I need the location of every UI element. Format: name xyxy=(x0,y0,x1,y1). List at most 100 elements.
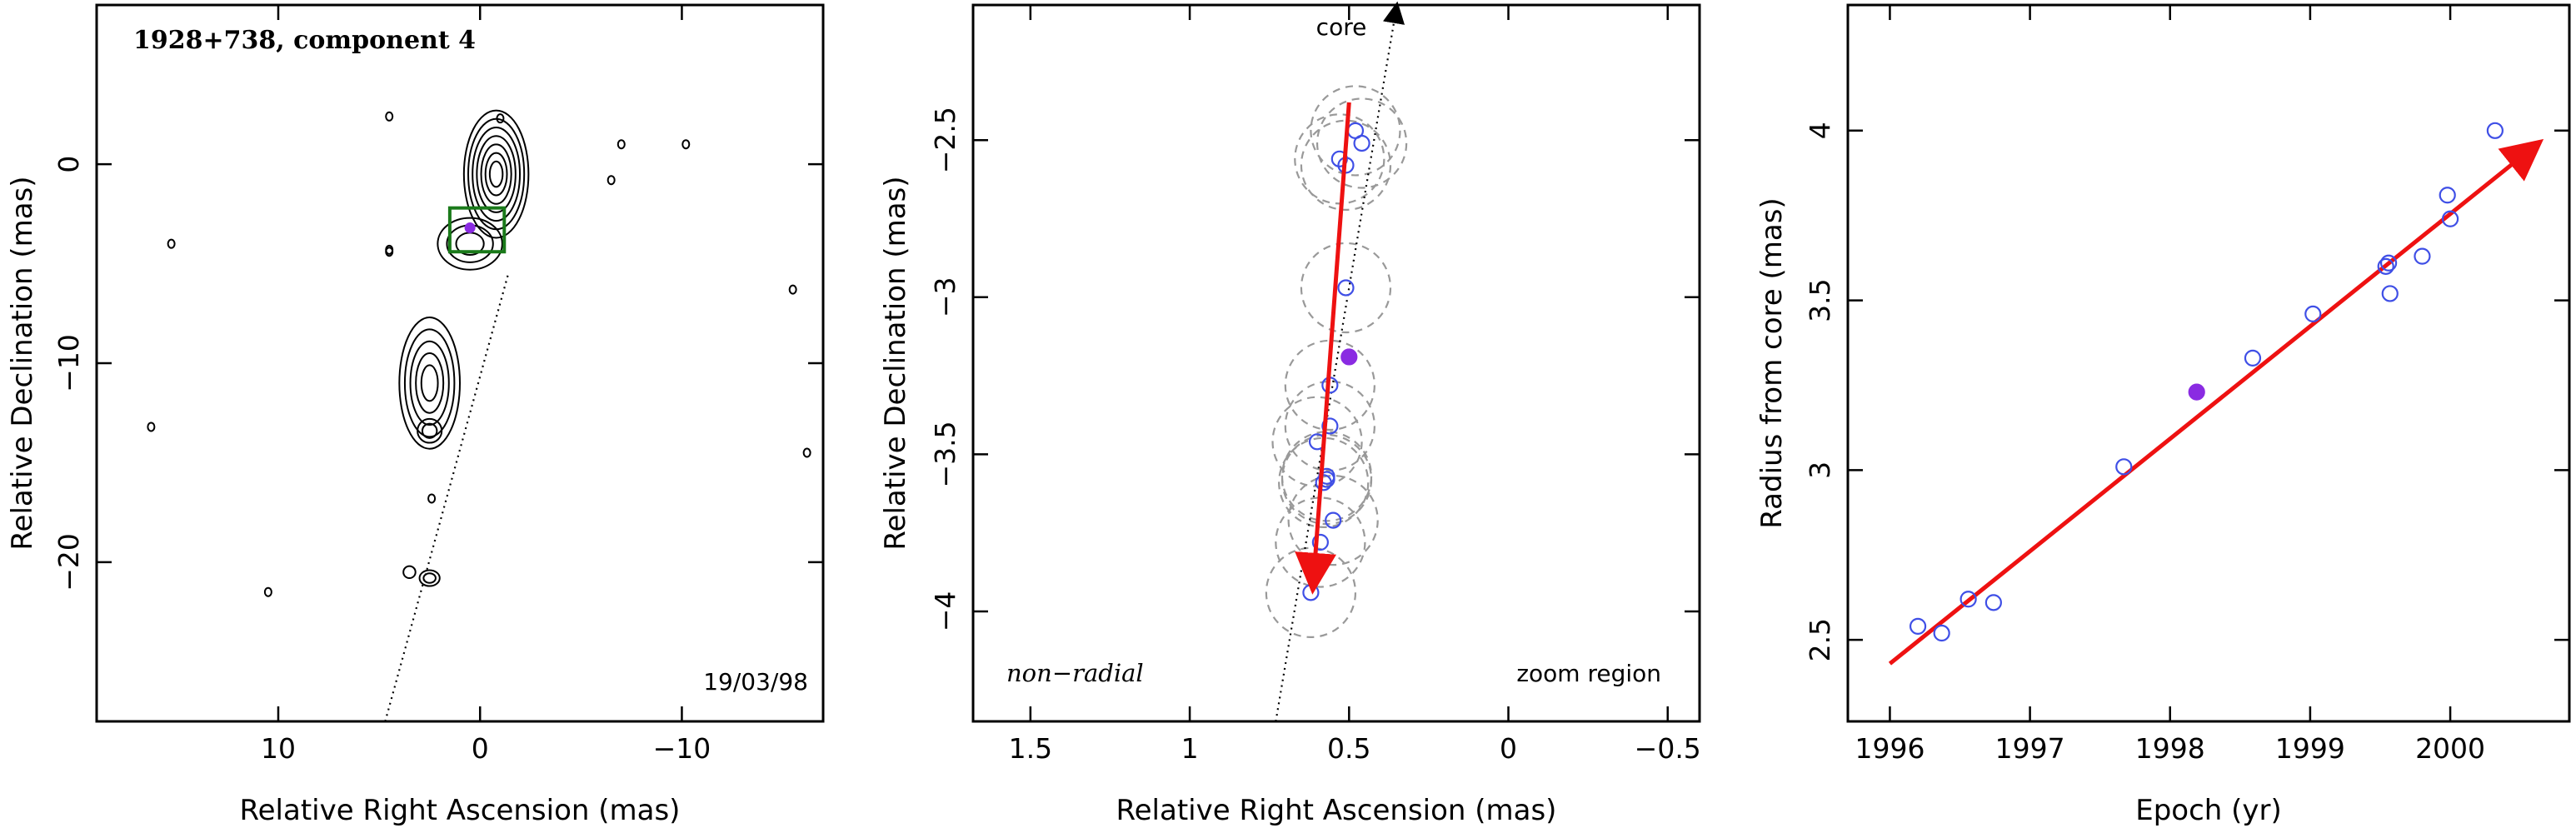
contour-map-panel: 10 0 −10 0 −10 −20 1928+738, component 4 19/0… xyxy=(6,3,825,827)
data-point xyxy=(2441,210,2459,227)
error-circle xyxy=(1315,97,1408,189)
contour-level xyxy=(415,352,445,414)
error-circle xyxy=(1265,546,1357,638)
data-point xyxy=(1340,348,1358,366)
data-point xyxy=(1933,624,1950,642)
zoom-region-panel: 1.5 1 0.5 0 −0.5 −2.5 −3 −3.5 −4 core non−radial… xyxy=(879,1,1701,827)
data-point xyxy=(1321,417,1339,435)
panel-frame xyxy=(971,3,1701,723)
noise-contour xyxy=(167,238,176,249)
y-tick-label: −3 xyxy=(929,277,961,317)
x-axis-label: Epoch (yr) xyxy=(2135,794,2282,827)
y-axis-label: Relative Declination (mas) xyxy=(6,176,39,550)
data-point xyxy=(2304,305,2322,323)
contour-level xyxy=(476,135,517,213)
x-tick-label: 1996 xyxy=(1855,732,1925,765)
data-point xyxy=(2379,254,2398,272)
fit-line-arrow xyxy=(1888,138,2544,666)
noise-contour xyxy=(788,284,797,295)
data-point xyxy=(1315,474,1332,491)
y-tick-label: 2.5 xyxy=(1804,618,1836,661)
x-tick-label: 1.5 xyxy=(1009,732,1052,765)
contour-level xyxy=(462,109,530,239)
contour-level xyxy=(422,572,437,584)
error-circle xyxy=(1300,119,1392,212)
data-point xyxy=(2377,257,2394,275)
data-point xyxy=(2244,349,2262,367)
noise-contour xyxy=(681,139,691,150)
data-point xyxy=(2188,383,2205,401)
motion-vector-arrow xyxy=(1295,102,1351,595)
data-point xyxy=(2439,187,2456,204)
data-point xyxy=(1337,279,1355,297)
data-point xyxy=(1984,594,2002,611)
noise-contour xyxy=(147,421,156,432)
y-tick-label: 3.5 xyxy=(1804,278,1836,322)
x-tick-label: 0 xyxy=(472,732,489,765)
data-point xyxy=(1325,511,1342,529)
panel-title: 1928+738, component 4 xyxy=(133,26,476,55)
error-circle xyxy=(1287,474,1379,566)
noise-contour xyxy=(385,244,394,255)
data-point xyxy=(2115,458,2133,476)
core-label: core xyxy=(1316,13,1367,41)
y-tick-label: 0 xyxy=(52,156,85,173)
contour-level xyxy=(472,126,522,222)
x-axis-label: Relative Right Ascension (mas) xyxy=(240,794,681,827)
zoom-region-label: zoom region xyxy=(1516,660,1661,687)
noise-contour xyxy=(263,586,272,597)
x-tick-label: 2000 xyxy=(2415,732,2485,765)
data-point xyxy=(1353,134,1370,152)
noise-contour xyxy=(607,175,616,186)
y-tick-label: −3.5 xyxy=(929,421,961,487)
contour-level xyxy=(437,217,503,271)
contour-level xyxy=(398,317,462,450)
contour-level xyxy=(480,143,512,205)
y-tick-label: −4 xyxy=(929,591,961,632)
x-tick-label: 1999 xyxy=(2275,732,2345,765)
data-point xyxy=(2381,285,2399,302)
error-circle xyxy=(1300,242,1392,334)
contour-level xyxy=(418,569,441,587)
data-point xyxy=(2486,122,2504,139)
y-tick-label: −2.5 xyxy=(929,107,961,173)
data-point xyxy=(2414,247,2431,265)
contour-level xyxy=(409,340,450,426)
data-point xyxy=(1909,617,1927,635)
contour-level xyxy=(417,417,443,444)
error-circle xyxy=(1278,436,1370,528)
y-tick-label: 3 xyxy=(1804,461,1836,479)
x-axis-label: Relative Right Ascension (mas) xyxy=(1116,794,1557,827)
jet-axis-line xyxy=(384,273,510,722)
contour-level xyxy=(402,565,417,579)
date-label: 19/03/98 xyxy=(703,668,808,696)
x-tick-label: 1997 xyxy=(1995,732,2065,765)
data-point xyxy=(1959,591,1977,608)
zoom-region-box xyxy=(447,206,507,254)
panel-frame xyxy=(1846,3,2571,723)
component-marker xyxy=(464,222,476,234)
non-radial-label: non−radial xyxy=(1006,659,1144,687)
core-direction-arrow xyxy=(1275,1,1405,722)
x-tick-label: 1998 xyxy=(2135,732,2205,765)
noise-contour xyxy=(617,139,626,150)
x-tick-label: −0.5 xyxy=(1635,732,1701,765)
y-tick-label: −20 xyxy=(52,533,85,591)
x-tick-label: 1 xyxy=(1181,732,1199,765)
noise-contour xyxy=(427,493,437,504)
error-circle xyxy=(1284,380,1375,472)
noise-contour xyxy=(496,113,505,124)
data-point xyxy=(1311,533,1329,551)
data-point xyxy=(1302,584,1320,601)
contour-level xyxy=(488,160,504,188)
x-tick-label: −10 xyxy=(653,732,711,765)
contour-level xyxy=(484,152,508,197)
data-point xyxy=(1330,150,1348,167)
contour-level xyxy=(403,328,456,438)
y-tick-label: −10 xyxy=(52,334,85,392)
y-axis-label: Relative Declination (mas) xyxy=(879,176,912,550)
x-tick-label: 0 xyxy=(1500,732,1517,765)
noise-contour xyxy=(385,111,394,122)
